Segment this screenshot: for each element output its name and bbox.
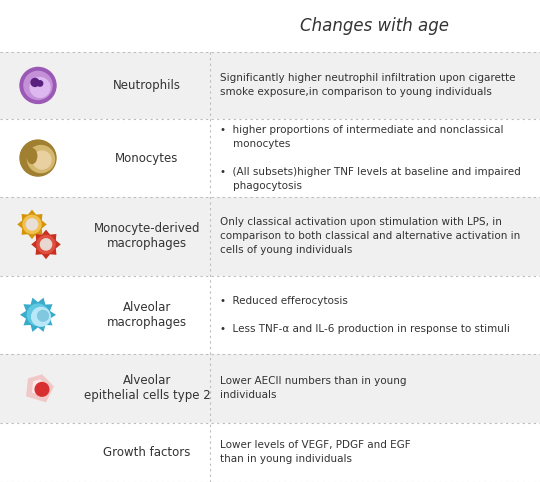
Circle shape — [28, 146, 55, 173]
Circle shape — [24, 71, 52, 99]
Polygon shape — [32, 379, 50, 397]
Circle shape — [40, 239, 52, 250]
FancyBboxPatch shape — [0, 119, 540, 197]
Circle shape — [37, 235, 55, 254]
Text: Monocytes: Monocytes — [116, 151, 179, 164]
Polygon shape — [31, 229, 61, 259]
FancyBboxPatch shape — [0, 52, 540, 119]
Circle shape — [26, 219, 38, 230]
Circle shape — [35, 383, 49, 396]
Text: Monocyte-derived
macrophages: Monocyte-derived macrophages — [94, 222, 200, 251]
FancyBboxPatch shape — [0, 197, 540, 276]
Text: Significantly higher neutrophil infiltration upon cigarette
smoke exposure,in co: Significantly higher neutrophil infiltra… — [220, 73, 516, 97]
Text: Alveolar
macrophages: Alveolar macrophages — [107, 301, 187, 329]
Text: Alveolar
epithelial cells type 2: Alveolar epithelial cells type 2 — [84, 375, 211, 402]
Circle shape — [37, 81, 43, 86]
Circle shape — [33, 151, 51, 169]
Circle shape — [38, 310, 49, 321]
FancyBboxPatch shape — [0, 423, 540, 482]
Circle shape — [30, 78, 50, 97]
Circle shape — [20, 67, 56, 104]
FancyBboxPatch shape — [0, 276, 540, 354]
Circle shape — [32, 308, 50, 326]
Text: •  Reduced efferocytosis

•  Less TNF-α and IL-6 production in response to stimu: • Reduced efferocytosis • Less TNF-α and… — [220, 296, 510, 334]
Polygon shape — [17, 210, 47, 239]
FancyBboxPatch shape — [0, 354, 540, 423]
Ellipse shape — [26, 148, 37, 164]
Text: Changes with age: Changes with age — [300, 17, 449, 35]
Text: Neutrophils: Neutrophils — [113, 79, 181, 92]
Circle shape — [31, 79, 39, 86]
Circle shape — [28, 304, 49, 325]
Polygon shape — [20, 298, 56, 332]
Polygon shape — [26, 375, 54, 402]
Circle shape — [23, 215, 41, 233]
Text: Lower levels of VEGF, PDGF and EGF
than in young individuals: Lower levels of VEGF, PDGF and EGF than … — [220, 441, 410, 464]
Circle shape — [20, 140, 56, 176]
Text: •  higher proportions of intermediate and nonclassical
    monocytes

•  (All su: • higher proportions of intermediate and… — [220, 125, 521, 191]
Text: Lower AECII numbers than in young
individuals: Lower AECII numbers than in young indivi… — [220, 376, 407, 401]
Text: Only classical activation upon stimulation with LPS, in
comparison to both class: Only classical activation upon stimulati… — [220, 217, 520, 255]
Text: Growth factors: Growth factors — [103, 446, 191, 459]
